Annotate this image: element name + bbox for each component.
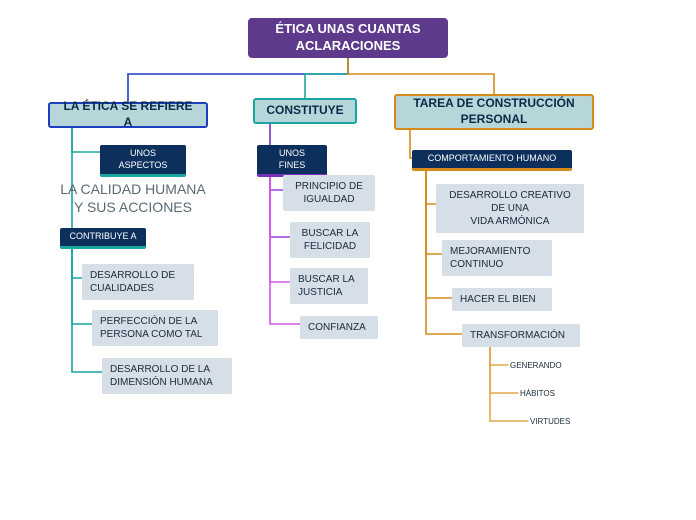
leaf-l10: HACER EL BIEN xyxy=(452,288,552,311)
pill-p1: UNOS ASPECTOS xyxy=(100,145,186,177)
connector-layer xyxy=(0,0,696,520)
leaf-l8: DESARROLLO CREATIVO DE UNA VIDA ARMÓNICA xyxy=(436,184,584,233)
pill-p2: UNOS FINES xyxy=(257,145,327,177)
pill-p3: CONTRIBUYE A xyxy=(60,228,146,249)
branch-b3: TAREA DE CONSTRUCCIÓN PERSONAL xyxy=(394,94,594,130)
leaf-l3: DESARROLLO DE LA DIMENSIÓN HUMANA xyxy=(102,358,232,394)
branch-b1: LA ÉTICA SE REFIERE A xyxy=(48,102,208,128)
root-node: ÉTICA UNAS CUANTAS ACLARACIONES xyxy=(248,18,448,58)
tiny-t1: GENERANDO xyxy=(508,360,564,372)
branch-b2: CONSTITUYE xyxy=(253,98,357,124)
leaf-l7: CONFIANZA xyxy=(300,316,378,339)
leaf-l11: TRANSFORMACIÓN xyxy=(462,324,580,347)
leaf-l4: PRINCIPIO DE IGUALDAD xyxy=(283,175,375,211)
leaf-l9: MEJORAMIENTO CONTINUO xyxy=(442,240,552,276)
leaf-l5: BUSCAR LA FELICIDAD xyxy=(290,222,370,258)
leaf-l2: PERFECCIÓN DE LA PERSONA COMO TAL xyxy=(92,310,218,346)
tiny-t2: HÁBITOS xyxy=(518,388,557,400)
leaf-l6: BUSCAR LA JUSTICIA xyxy=(290,268,368,304)
leaf-l1: DESARROLLO DE CUALIDADES xyxy=(82,264,194,300)
big-text-node: LA CALIDAD HUMANA Y SUS ACCIONES xyxy=(48,178,218,218)
pill-p4: COMPORTAMIENTO HUMANO xyxy=(412,150,572,171)
tiny-t3: VIRTUDES xyxy=(528,416,572,428)
